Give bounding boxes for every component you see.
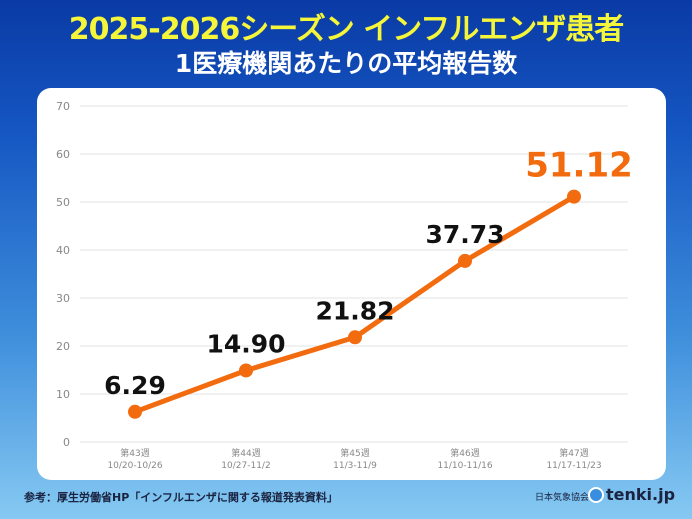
- y-tick-label: 20: [56, 340, 70, 353]
- x-tick-label: 第47週: [559, 447, 588, 459]
- x-tick-label: 第46週: [450, 447, 479, 459]
- y-tick-label: 30: [56, 292, 70, 305]
- chart-title: 2025-2026シーズン インフルエンザ患者: [68, 12, 625, 47]
- y-tick-label: 10: [56, 388, 70, 401]
- x-tick-label: 第45週: [340, 447, 369, 459]
- y-tick-label: 50: [56, 196, 70, 209]
- data-label: 6.29: [104, 371, 166, 400]
- y-tick-label: 0: [63, 436, 70, 449]
- x-tick-label: 10/27-11/2: [221, 461, 270, 471]
- y-tick-label: 60: [56, 148, 70, 161]
- data-point: [348, 330, 362, 345]
- org-name: 日本気象協会: [535, 493, 590, 503]
- data-label: 14.90: [206, 329, 285, 358]
- chart-card: [37, 88, 666, 480]
- y-tick-label: 70: [56, 100, 70, 113]
- chart-subtitle: 1医療機関あたりの平均報告数: [174, 49, 518, 78]
- x-tick-label: 第44週: [231, 447, 260, 459]
- data-point: [128, 404, 142, 419]
- x-tick-label: 10/20-10/26: [107, 461, 162, 471]
- y-tick-label: 40: [56, 244, 70, 257]
- x-tick-label: 第43週: [120, 447, 149, 459]
- x-tick-label: 11/3-11/9: [333, 461, 377, 471]
- tenki-logo-icon: [588, 487, 604, 503]
- brand-logo: tenki.jp: [606, 485, 676, 504]
- data-point: [458, 253, 472, 268]
- data-point: [567, 189, 581, 204]
- data-point: [239, 363, 253, 378]
- data-label: 21.82: [315, 296, 394, 325]
- data-label: 51.12: [525, 146, 633, 186]
- source-note: 参考：厚生労働省HP「インフルエンザに関する報道発表資料」: [24, 491, 338, 504]
- x-tick-label: 11/10-11/16: [437, 461, 492, 471]
- data-label: 37.73: [425, 220, 504, 249]
- x-tick-label: 11/17-11/23: [546, 461, 601, 471]
